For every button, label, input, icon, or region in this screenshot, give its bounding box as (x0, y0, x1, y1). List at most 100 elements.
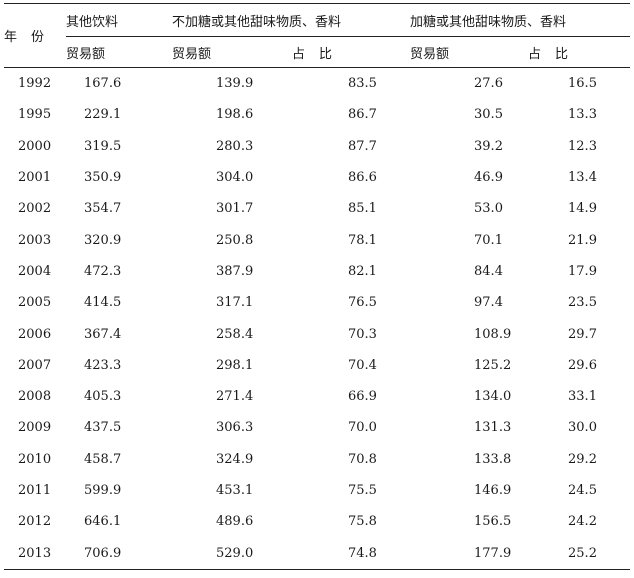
cell-other-amount: 319.5 (84, 138, 122, 154)
cell-year: 2006 (18, 326, 52, 342)
table-body: 1992 167.6 139.9 83.5 27.6 16.5 1995 229.1 198.6… (4, 68, 631, 570)
cell-sweetened-share: 33.1 (568, 389, 597, 405)
subheader-other-amount: 贸易额 (66, 36, 172, 68)
cell-year: 2007 (18, 357, 52, 373)
cell-other-amount: 167.6 (84, 76, 122, 92)
group-header-unsweetened: 不加糖或其他甜味物质、香料 (172, 3, 411, 37)
table-row: 2008 405.3 271.4 66.9 134.0 33.1 (4, 381, 630, 412)
cell-sweetened-amount: 133.8 (474, 451, 512, 467)
cell-year: 2005 (18, 295, 52, 311)
cell-unsweetened-amount: 298.1 (216, 357, 254, 373)
cell-other-amount: 350.9 (84, 170, 122, 186)
cell-unsweetened-amount: 301.7 (216, 201, 254, 217)
cell-unsweetened-share: 82.1 (348, 263, 377, 279)
cell-sweetened-amount: 84.4 (474, 263, 503, 279)
cell-other-amount: 414.5 (84, 295, 122, 311)
cell-year: 1995 (18, 107, 52, 123)
cell-year: 2004 (18, 263, 52, 279)
cell-sweetened-amount: 125.2 (474, 357, 512, 373)
cell-sweetened-share: 29.7 (568, 326, 597, 342)
cell-unsweetened-share: 86.6 (348, 170, 377, 186)
cell-unsweetened-share: 66.9 (348, 389, 377, 405)
group-header-sweetened: 加糖或其他甜味物质、香料 (410, 3, 631, 37)
table-row: 2013 706.9 529.0 74.8 177.9 25.2 (4, 537, 631, 570)
cell-other-amount: 423.3 (84, 357, 122, 373)
cell-sweetened-amount: 30.5 (474, 107, 503, 123)
table-row: 2003 320.9 250.8 78.1 70.1 21.9 (4, 224, 630, 255)
table-row: 2010 458.7 324.9 70.8 133.8 29.2 (4, 444, 630, 475)
cell-unsweetened-share: 83.5 (348, 76, 377, 92)
cell-year: 2009 (18, 420, 52, 436)
cell-year: 2008 (18, 389, 52, 405)
table-row: 2006 367.4 258.4 70.3 108.9 29.7 (4, 318, 630, 349)
cell-sweetened-amount: 39.2 (474, 138, 503, 154)
cell-unsweetened-amount: 306.3 (216, 420, 254, 436)
cell-year: 2011 (18, 483, 52, 498)
cell-sweetened-share: 30.0 (568, 420, 597, 436)
cell-other-amount: 599.9 (84, 483, 122, 498)
cell-unsweetened-share: 74.8 (292, 537, 411, 570)
cell-sweetened-amount: 53.0 (474, 201, 503, 217)
cell-sweetened-amount: 156.5 (474, 514, 512, 530)
cell-sweetened-share: 24.5 (568, 483, 597, 498)
header-row-subcolumns: 贸易额 贸易额 占比 贸易额 占比 (4, 36, 631, 68)
cell-unsweetened-share: 87.7 (348, 138, 377, 154)
table-row: 2012 646.1 489.6 75.8 156.5 24.2 (4, 506, 630, 537)
cell-sweetened-amount: 46.9 (474, 170, 503, 186)
cell-sweetened-share: 25.2 (528, 537, 631, 570)
cell-other-amount: 354.7 (84, 201, 122, 217)
cell-year: 2012 (18, 514, 52, 530)
cell-year: 2003 (18, 232, 52, 248)
cell-sweetened-share: 13.4 (568, 170, 597, 186)
cell-sweetened-share: 12.3 (568, 138, 597, 154)
cell-sweetened-amount: 131.3 (474, 420, 512, 436)
cell-other-amount: 437.5 (84, 420, 122, 436)
cell-unsweetened-amount: 280.3 (216, 138, 254, 154)
year-column-header: 年份 (4, 3, 66, 68)
cell-sweetened-share: 14.9 (568, 201, 597, 217)
table-row: 1995 229.1 198.6 86.7 30.5 13.3 (4, 99, 630, 130)
cell-sweetened-share: 24.2 (568, 514, 597, 530)
cell-unsweetened-amount: 271.4 (216, 389, 254, 405)
cell-year: 2002 (18, 201, 52, 217)
cell-year: 1992 (18, 76, 52, 92)
subheader-unsweetened-amount: 贸易额 (172, 36, 292, 68)
cell-unsweetened-amount: 304.0 (216, 170, 254, 186)
cell-sweetened-share: 17.9 (568, 263, 597, 279)
cell-unsweetened-share: 76.5 (348, 295, 377, 311)
cell-unsweetened-amount: 198.6 (216, 107, 254, 123)
cell-unsweetened-amount: 139.9 (216, 76, 254, 92)
cell-year: 2000 (18, 138, 52, 154)
subheader-unsweetened-share: 占比 (292, 36, 411, 68)
cell-unsweetened-amount: 324.9 (216, 451, 254, 467)
cell-unsweetened-share: 75.8 (348, 514, 377, 530)
table-row: 2001 350.9 304.0 86.6 46.9 13.4 (4, 162, 630, 193)
cell-unsweetened-share: 70.4 (348, 357, 377, 373)
cell-sweetened-share: 29.6 (568, 357, 597, 373)
cell-unsweetened-share: 70.8 (348, 451, 377, 467)
cell-sweetened-amount: 97.4 (474, 295, 503, 311)
cell-year: 2010 (18, 451, 52, 467)
cell-year: 2013 (4, 537, 66, 570)
table-row: 2007 423.3 298.1 70.4 125.2 29.6 (4, 350, 630, 381)
cell-sweetened-amount: 177.9 (410, 537, 529, 570)
cell-sweetened-amount: 27.6 (474, 76, 503, 92)
cell-other-amount: 229.1 (84, 107, 122, 123)
cell-sweetened-amount: 70.1 (474, 232, 503, 248)
cell-sweetened-share: 29.2 (568, 451, 597, 467)
subheader-sweetened-amount: 贸易额 (410, 36, 529, 68)
cell-year: 2001 (18, 170, 52, 186)
cell-unsweetened-amount: 258.4 (216, 326, 254, 342)
cell-other-amount: 646.1 (84, 514, 122, 530)
header-row-groups: 年份 其他饮料 不加糖或其他甜味物质、香料 加糖或其他甜味物质、香料 (4, 3, 631, 68)
table-row: 1992 167.6 139.9 83.5 27.6 16.5 (4, 68, 630, 100)
cell-unsweetened-share: 78.1 (348, 232, 377, 248)
cell-unsweetened-amount: 250.8 (216, 232, 254, 248)
cell-unsweetened-share: 75.5 (348, 483, 377, 498)
cell-sweetened-amount: 108.9 (474, 326, 512, 342)
beverage-trade-table: 年份 其他饮料 不加糖或其他甜味物质、香料 加糖或其他甜味物质、香料 贸易额 贸… (4, 3, 631, 570)
cell-unsweetened-amount: 387.9 (216, 263, 254, 279)
subheader-sweetened-share: 占比 (528, 36, 631, 68)
cell-unsweetened-amount: 529.0 (172, 537, 292, 570)
cell-other-amount: 320.9 (84, 232, 122, 248)
